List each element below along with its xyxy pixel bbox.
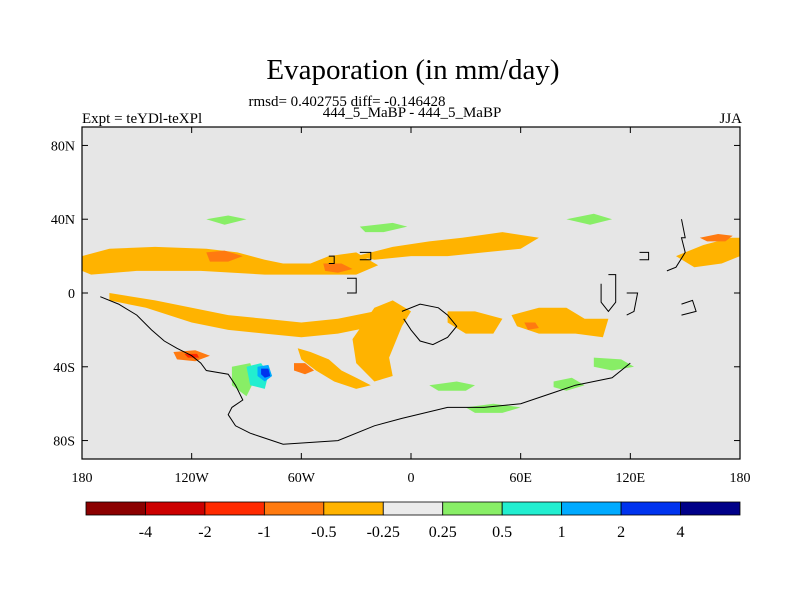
colorbar-swatch bbox=[501, 501, 563, 516]
x-tick-label: 60W bbox=[288, 471, 316, 486]
x-tick-label: 180 bbox=[72, 471, 93, 486]
chart-title: Evaporation (in mm/day) bbox=[266, 54, 560, 86]
colorbar-label: -2 bbox=[198, 524, 211, 541]
season-label: JJA bbox=[719, 111, 742, 127]
region-s-america-coast-orange bbox=[297, 348, 371, 389]
colorbar-swatch bbox=[680, 501, 741, 516]
y-tick-label: 40S bbox=[53, 361, 75, 376]
region-indian-ocean-west-orange bbox=[447, 311, 503, 334]
region-green-south-1 bbox=[429, 381, 475, 391]
x-tick-label: 180 bbox=[730, 471, 751, 486]
plot-background bbox=[82, 127, 740, 459]
y-axis: 80N 40N 0 40S 80S bbox=[51, 139, 740, 450]
colorbar-label: 1 bbox=[558, 524, 566, 541]
colorbar-label: 2 bbox=[617, 524, 625, 541]
region-red-spot-npac bbox=[206, 250, 243, 262]
region-w-pacific-orange bbox=[676, 237, 740, 268]
region-indian-ocean-orange bbox=[511, 307, 609, 338]
outline-n-small-island-2 bbox=[359, 251, 372, 261]
region-n-atlantic-orange bbox=[356, 232, 539, 260]
colorbar-swatch bbox=[204, 501, 265, 516]
colorbar-label: -0.25 bbox=[367, 524, 400, 541]
colorbar-swatch bbox=[442, 501, 503, 516]
region-green-npac-2 bbox=[359, 222, 408, 233]
x-axis: 180 120W 60W 0 60E 120E 180 bbox=[72, 127, 751, 486]
colorbar-label: 4 bbox=[677, 524, 685, 541]
x-tick-label: 60E bbox=[509, 471, 532, 486]
y-tick-label: 80S bbox=[53, 435, 75, 450]
colorbar-label: -4 bbox=[139, 524, 152, 541]
x-tick-label: 120W bbox=[175, 471, 210, 486]
colorbar-swatch bbox=[561, 501, 622, 516]
experiment-label: Expt = teYDl-teXPl bbox=[82, 111, 203, 127]
region-red-spot-io bbox=[524, 322, 539, 330]
colorbar-label: 0.25 bbox=[429, 524, 457, 541]
outline-n-small-island bbox=[639, 251, 650, 261]
contour-regions bbox=[82, 213, 740, 413]
region-green-npac-1 bbox=[206, 215, 247, 225]
outline-island-nam bbox=[347, 277, 357, 294]
outline-africa-like bbox=[401, 303, 458, 346]
colorbar-swatch bbox=[85, 501, 146, 516]
region-atlantic-east-orange bbox=[352, 300, 411, 382]
chart-subtitle: 444_5_MaBP - 444_5_MaBP bbox=[322, 105, 502, 121]
outline-island-npac bbox=[328, 255, 335, 264]
region-green-south-2 bbox=[553, 377, 585, 391]
colorbar-swatch bbox=[382, 501, 444, 516]
x-tick-label: 120E bbox=[616, 471, 646, 486]
outline-east-coast bbox=[666, 219, 686, 272]
region-red-spot-wpac bbox=[699, 234, 733, 242]
colorbar-swatch bbox=[263, 501, 325, 516]
outline-south-america bbox=[100, 296, 631, 445]
region-green-east-io bbox=[593, 357, 634, 371]
stats-line: rmsd= 0.402755 diff= -0.146428 bbox=[248, 94, 446, 110]
colorbar: -4 -2 -1 -0.5 -0.25 0.25 0.5 1 2 4 bbox=[85, 501, 741, 541]
y-tick-label: 0 bbox=[68, 287, 75, 302]
outline-se-island bbox=[681, 299, 697, 316]
region-red-spot-natl bbox=[323, 263, 353, 273]
region-green-arabian bbox=[566, 213, 613, 225]
colorbar-label: -0.5 bbox=[311, 524, 336, 541]
x-tick-label: 0 bbox=[408, 471, 415, 486]
outline-east-island bbox=[626, 292, 639, 316]
y-tick-label: 40N bbox=[51, 213, 75, 228]
colorbar-swatch bbox=[620, 501, 681, 516]
colorbar-swatch bbox=[145, 501, 206, 516]
region-navy-sam bbox=[261, 368, 271, 378]
outline-india-like bbox=[600, 274, 617, 313]
coastline-outlines bbox=[100, 219, 697, 445]
colorbar-label: 0.5 bbox=[492, 524, 512, 541]
region-green-south-3 bbox=[465, 403, 521, 413]
y-tick-label: 80N bbox=[51, 139, 75, 154]
colorbar-swatch bbox=[323, 501, 384, 516]
region-s-pacific-band-orange bbox=[109, 293, 402, 338]
region-red-spot-sam-2 bbox=[294, 363, 315, 375]
colorbar-label: -1 bbox=[258, 524, 271, 541]
